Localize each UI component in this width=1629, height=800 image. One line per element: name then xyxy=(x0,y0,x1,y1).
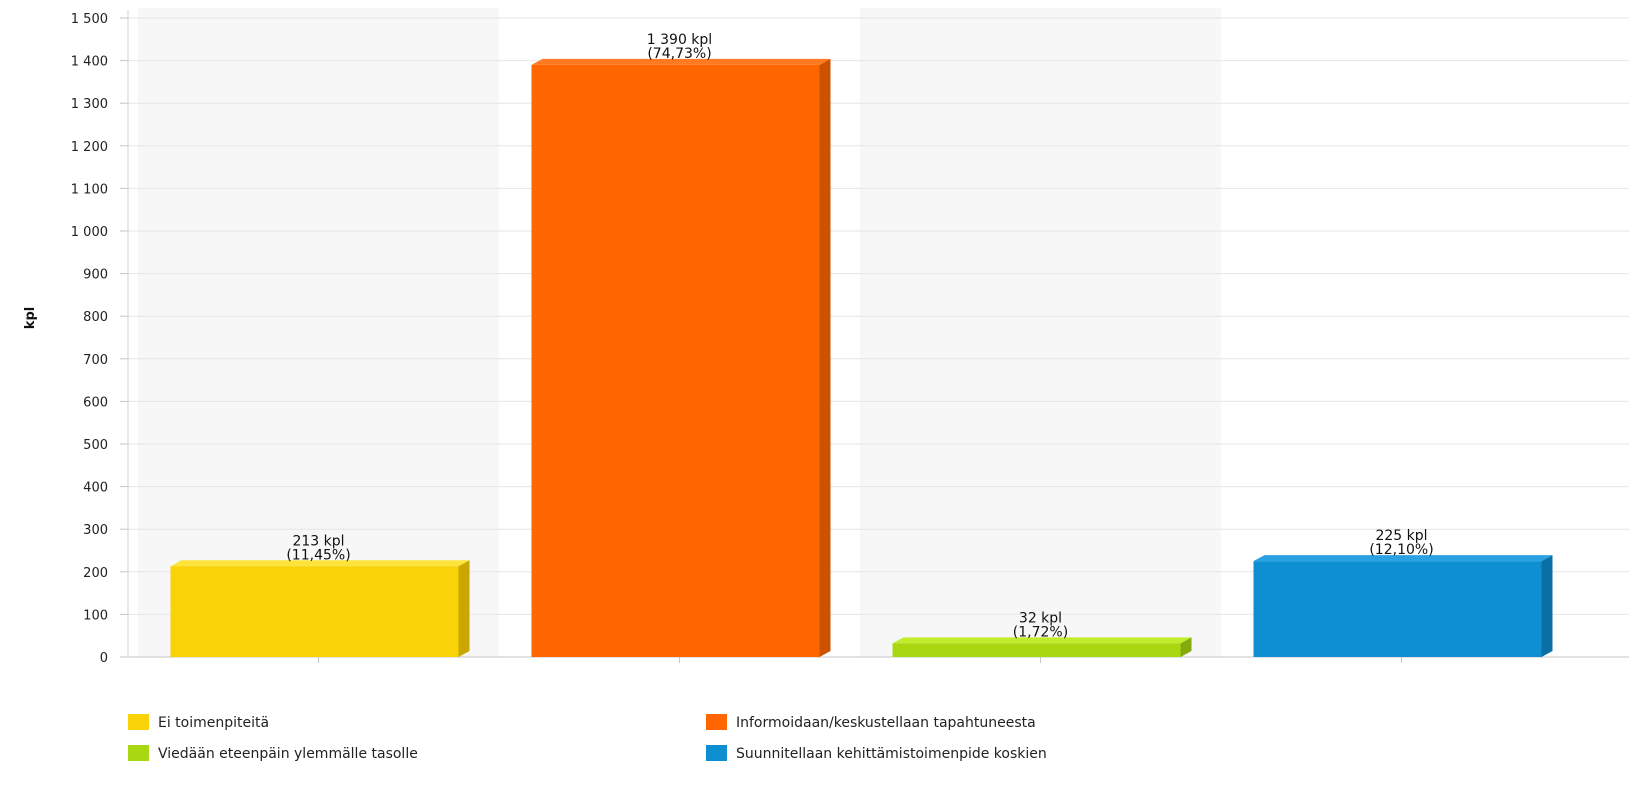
plot-band-0 xyxy=(138,8,499,657)
y-axis-title: kpl xyxy=(23,307,38,329)
y-axis: 0 100 200 300 400 500 600 700 800 900 1 000 1 100 1 … xyxy=(71,10,1402,666)
bar-top-face xyxy=(170,560,470,567)
gridlines xyxy=(128,17,1629,658)
legend-swatch xyxy=(128,745,149,761)
legend-item-0[interactable]: Ei toimenpiteitä xyxy=(128,714,269,731)
y-tick-label: 300 xyxy=(83,523,108,538)
y-tick-label: 0 xyxy=(100,651,108,666)
bar-front-face xyxy=(170,566,459,657)
bar-top-face xyxy=(892,637,1192,644)
y-tick-label: 1 300 xyxy=(71,97,108,112)
data-label-value: 225 kpl xyxy=(1375,528,1427,544)
bar-top-face xyxy=(1253,555,1553,562)
y-tick-label: 1 000 xyxy=(71,225,108,240)
y-tick-label: 1 200 xyxy=(71,140,108,155)
bar-3 xyxy=(1253,555,1553,657)
y-tick-label: 800 xyxy=(83,310,108,325)
y-tick-label: 1 400 xyxy=(71,55,108,70)
bar-1 xyxy=(531,58,831,658)
y-tick-label: 600 xyxy=(83,395,108,410)
bar-front-face xyxy=(531,64,820,658)
legend-label: Viedään eteenpäin ylemmälle tasolle xyxy=(158,746,418,762)
data-label-percent: (74,73%) xyxy=(647,46,711,62)
legend-item-1[interactable]: Informoidaan/keskustellaan tapahtuneesta xyxy=(706,714,1036,731)
data-label-percent: (1,72%) xyxy=(1013,624,1068,640)
bar-side-face xyxy=(1541,555,1553,657)
y-tick-label: 700 xyxy=(83,353,108,368)
plot-background-bands xyxy=(138,8,1221,657)
y-tick-label: 1 100 xyxy=(71,182,108,197)
bar-top-face xyxy=(531,58,831,65)
data-label-value: 32 kpl xyxy=(1019,610,1062,626)
bar-side-face xyxy=(819,58,831,658)
legend-label: Informoidaan/keskustellaan tapahtuneesta xyxy=(736,715,1036,731)
y-tick-label: 1 500 xyxy=(71,12,108,27)
data-label-percent: (11,45%) xyxy=(286,547,350,563)
bar-side-face xyxy=(1180,637,1192,657)
legend-swatch xyxy=(706,714,727,730)
legend-swatch xyxy=(128,714,149,730)
legend-label: Ei toimenpiteitä xyxy=(158,715,269,731)
legend-item-3[interactable]: Suunnitellaan kehittämistoimenpide koski… xyxy=(706,745,1047,762)
legend-swatch xyxy=(706,745,727,761)
data-label-value: 213 kpl xyxy=(292,533,344,549)
y-tick-label: 200 xyxy=(83,566,108,581)
bars xyxy=(170,58,1553,658)
data-labels: 213 kpl(11,45%)1 390 kpl(74,73%)32 kpl(1… xyxy=(286,32,1433,641)
data-label-value: 1 390 kpl xyxy=(647,32,712,48)
y-tick-label: 900 xyxy=(83,268,108,283)
legend-label: Suunnitellaan kehittämistoimenpide koski… xyxy=(736,746,1047,762)
bar-front-face xyxy=(892,643,1181,657)
y-tick-label: 500 xyxy=(83,438,108,453)
data-label-percent: (12,10%) xyxy=(1369,542,1433,558)
bar-front-face xyxy=(1253,561,1542,657)
legend-item-2[interactable]: Viedään eteenpäin ylemmälle tasolle xyxy=(128,745,418,762)
plot-band-2 xyxy=(860,8,1221,657)
legend: Ei toimenpiteitä Informoidaan/keskustella… xyxy=(128,714,1047,762)
y-tick-label: 400 xyxy=(83,481,108,496)
bar-2 xyxy=(892,637,1192,657)
y-tick-label: 100 xyxy=(83,608,108,623)
bar-0 xyxy=(170,560,470,657)
bar-side-face xyxy=(458,560,470,657)
